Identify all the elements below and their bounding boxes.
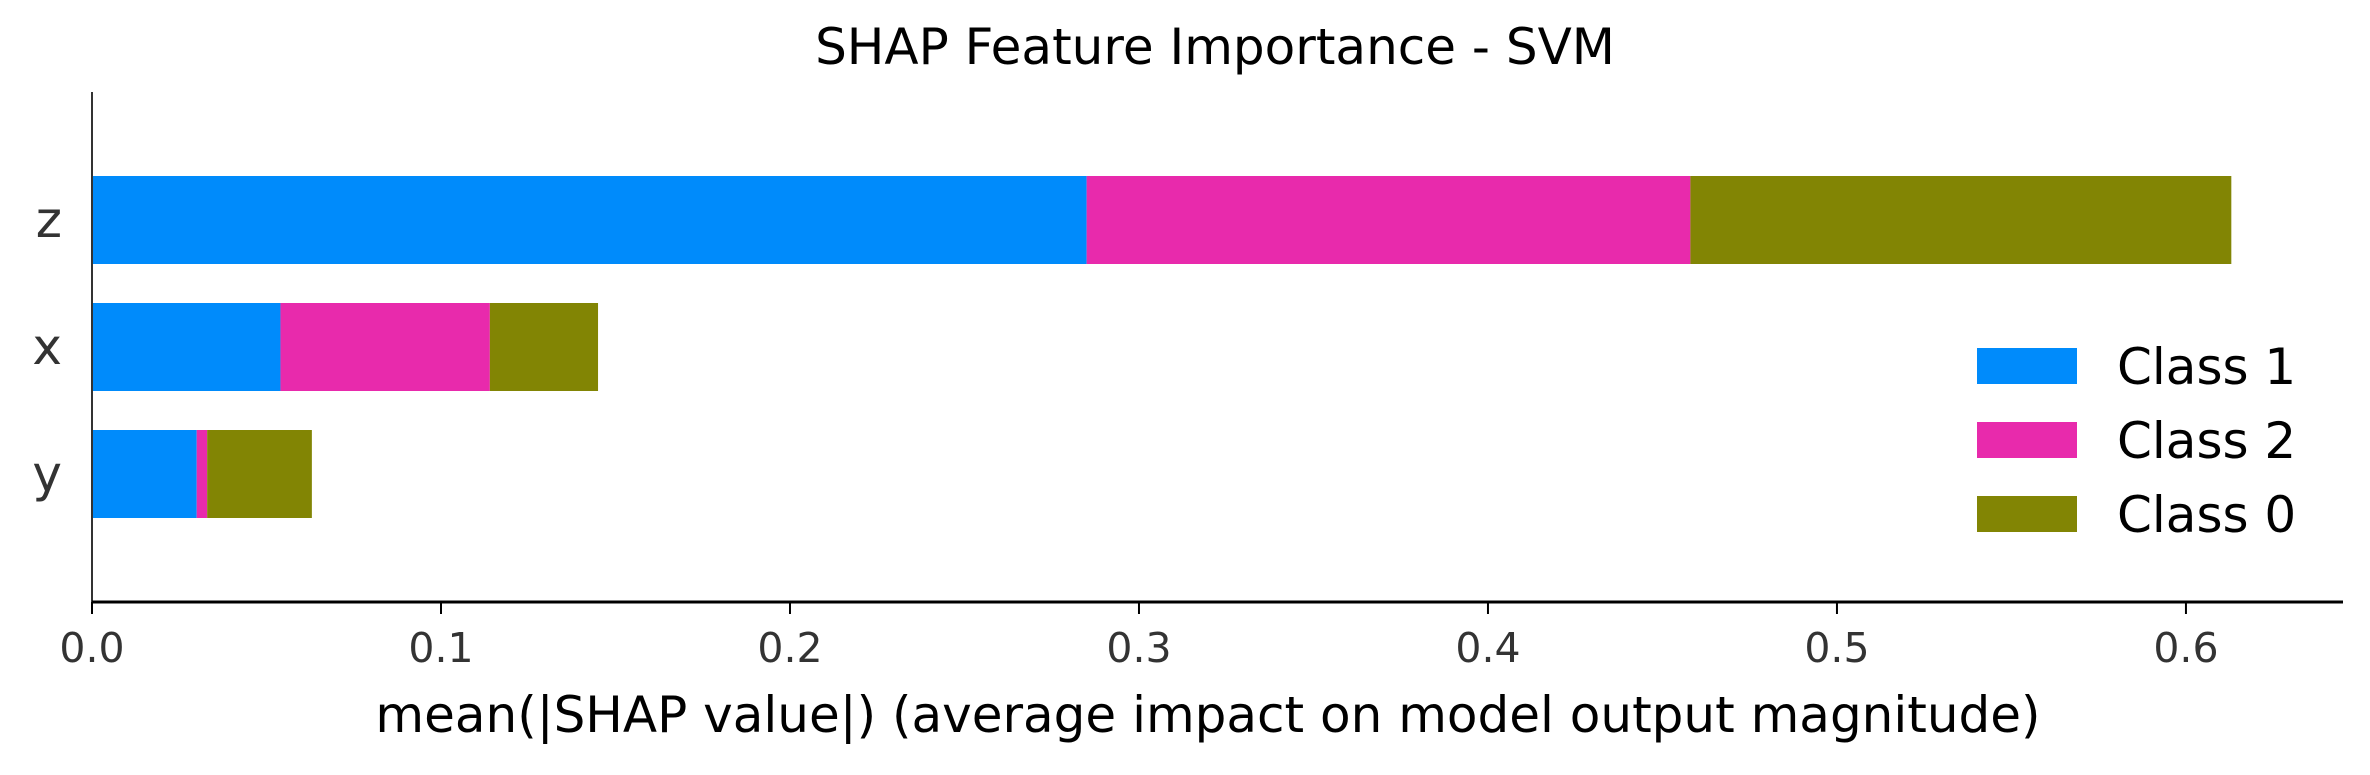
bar-z-class-1 bbox=[92, 176, 1087, 264]
legend-label-class-0: Class 0 bbox=[2117, 486, 2296, 544]
legend-swatch-class-0 bbox=[1977, 496, 2077, 532]
legend-label-class-1: Class 1 bbox=[2117, 338, 2296, 396]
x-tick-label: 0.4 bbox=[1455, 624, 1520, 672]
category-label-x: x bbox=[32, 318, 62, 376]
bar-y-class-2 bbox=[196, 430, 208, 518]
legend-swatch-class-1 bbox=[1977, 348, 2077, 384]
x-tick-label: 0.6 bbox=[2153, 624, 2218, 672]
category-label-y: y bbox=[32, 445, 62, 503]
bar-x-class-2 bbox=[280, 303, 490, 391]
x-tick-label: 0.3 bbox=[1106, 624, 1171, 672]
legend: Class 1 Class 2 Class 0 bbox=[1977, 338, 2296, 544]
x-tick-label: 0.2 bbox=[757, 624, 822, 672]
x-tick-label: 0.1 bbox=[408, 624, 473, 672]
x-axis-ticks: 0.0 0.1 0.2 0.3 0.4 0.5 0.6 bbox=[59, 602, 2219, 672]
x-tick-label: 0.0 bbox=[59, 624, 124, 672]
bar-x-class-1 bbox=[92, 303, 281, 391]
category-label-z: z bbox=[36, 191, 62, 249]
x-tick-label: 0.5 bbox=[1804, 624, 1869, 672]
bars-layer bbox=[92, 176, 2232, 518]
chart-title: SHAP Feature Importance - SVM bbox=[815, 18, 1615, 76]
bar-y-class-0 bbox=[207, 430, 312, 518]
bar-x-class-0 bbox=[489, 303, 599, 391]
category-labels: z x y bbox=[32, 191, 62, 503]
bar-z-class-0 bbox=[1690, 176, 2232, 264]
bar-z-class-2 bbox=[1086, 176, 1691, 264]
legend-label-class-2: Class 2 bbox=[2117, 412, 2296, 470]
legend-swatch-class-2 bbox=[1977, 422, 2077, 458]
bar-y-class-1 bbox=[92, 430, 197, 518]
x-axis-label: mean(|SHAP value|) (average impact on mo… bbox=[375, 686, 2040, 744]
